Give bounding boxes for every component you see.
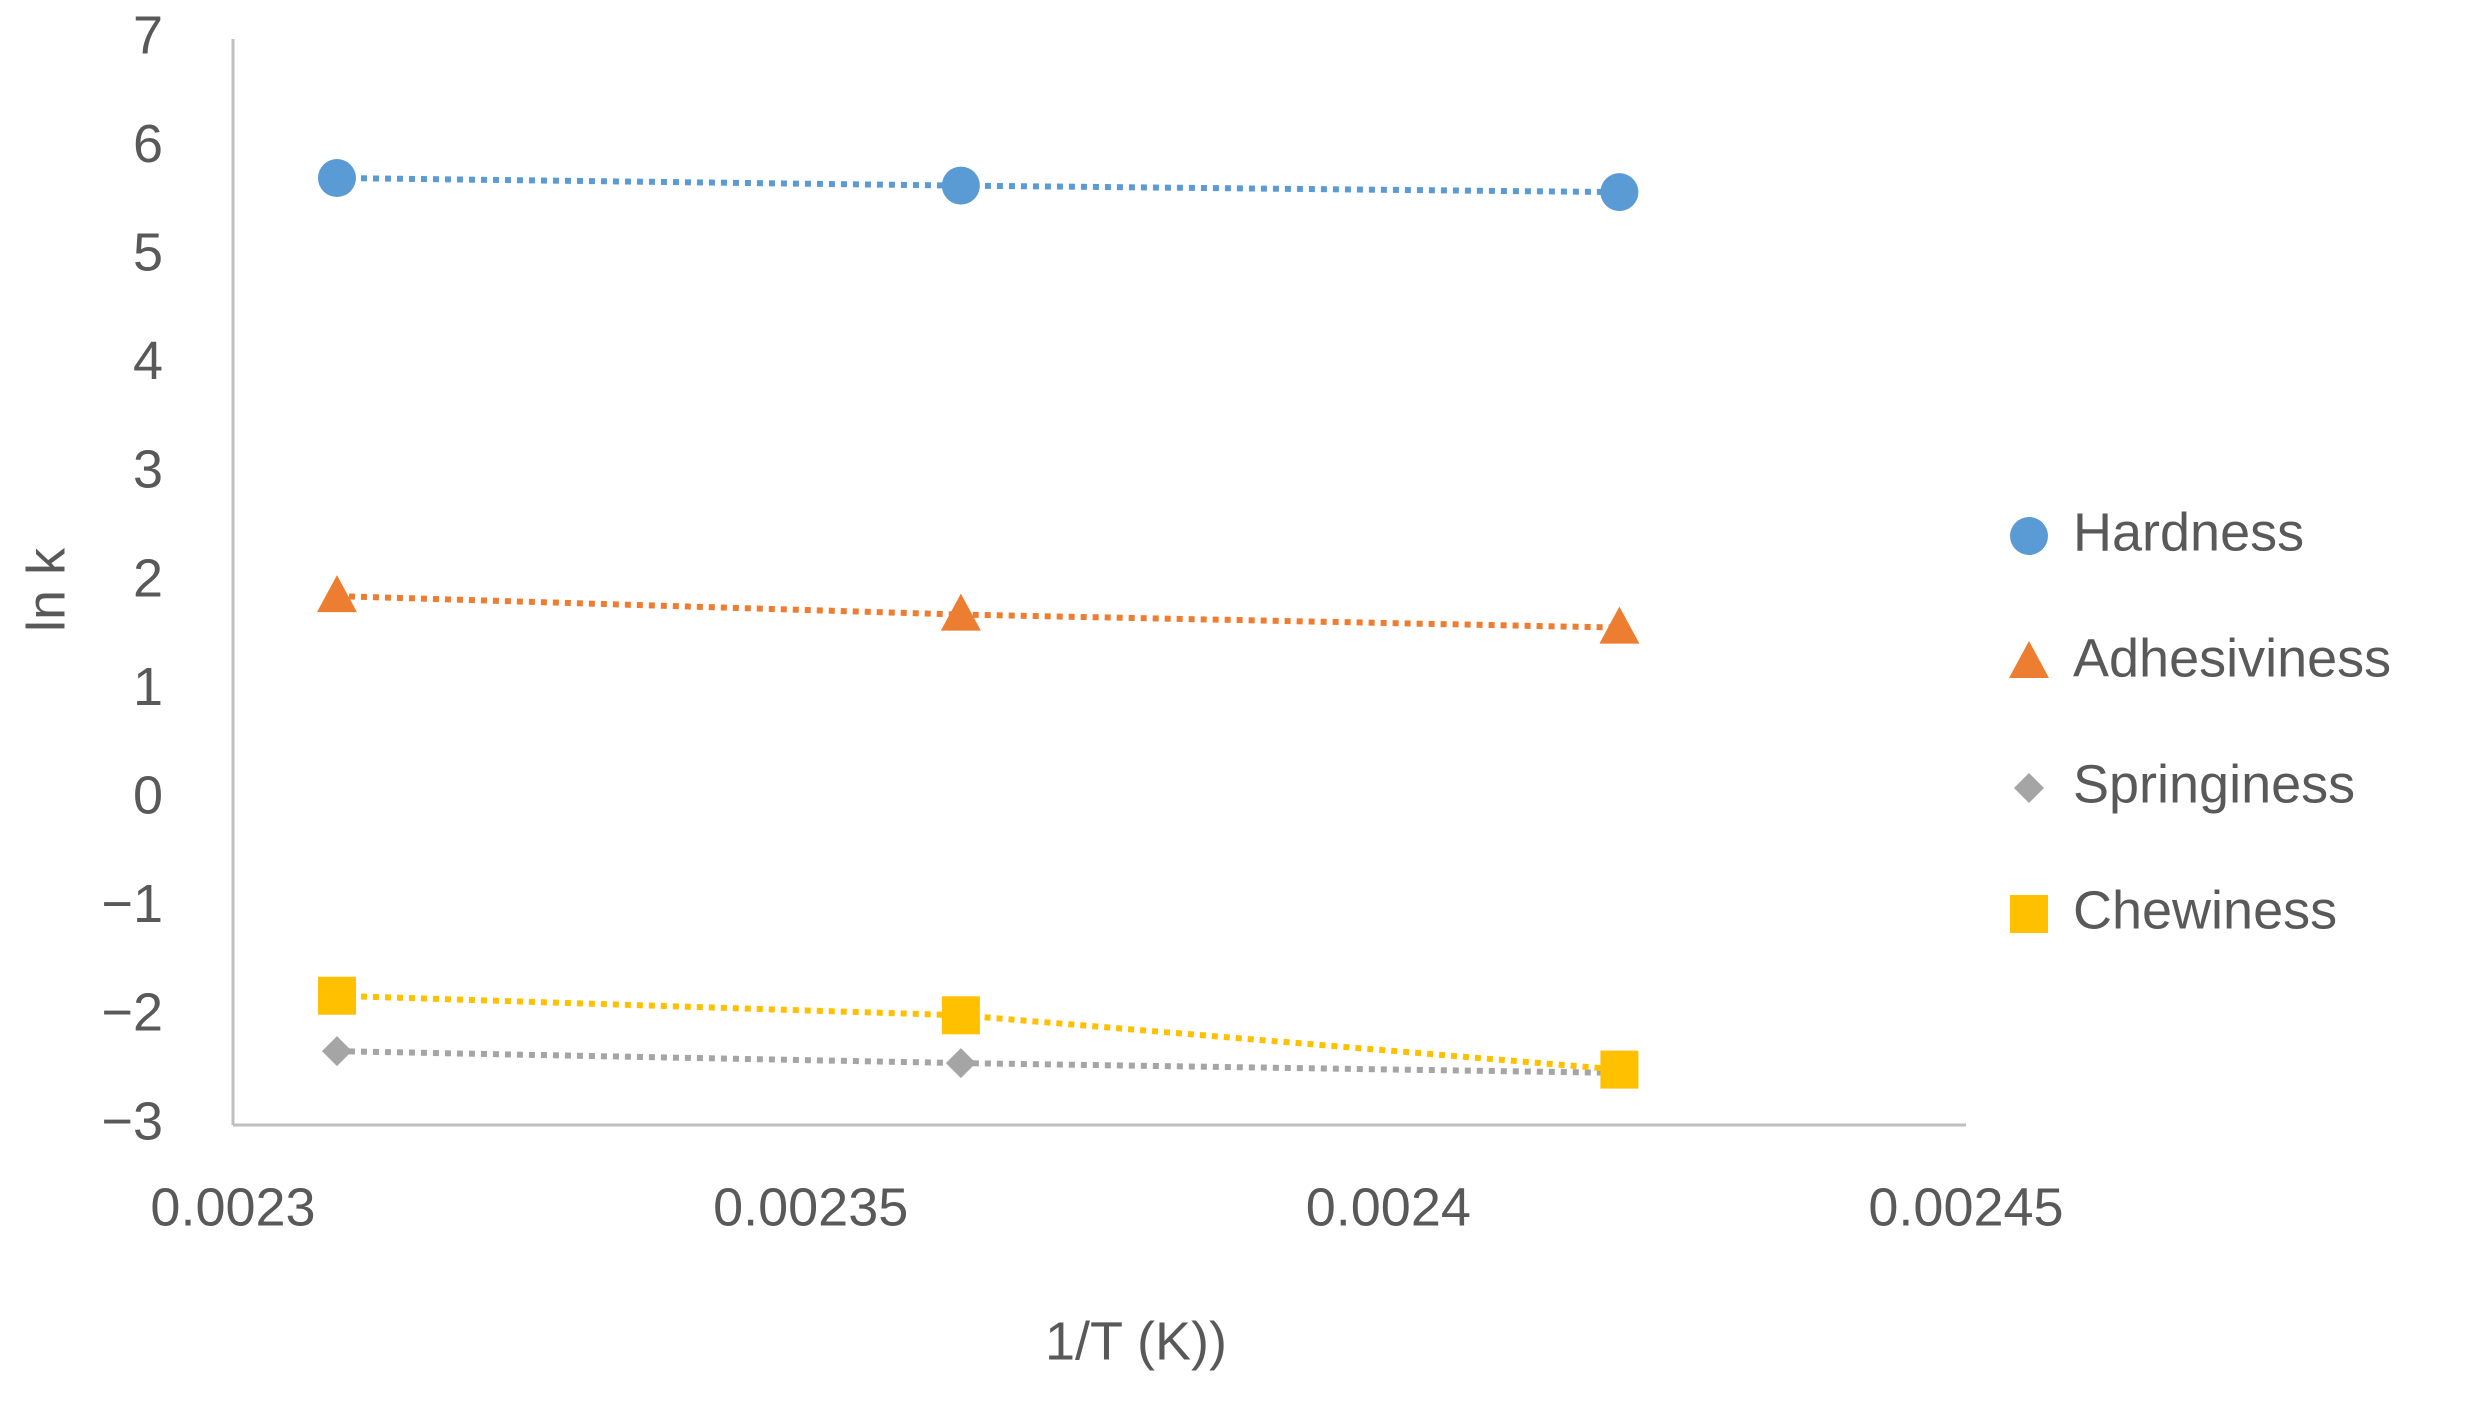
legend-marker (2014, 773, 2044, 803)
y-tick-label: −3 (101, 1091, 163, 1151)
legend-marker (2010, 517, 2048, 555)
y-tick-label: 0 (133, 765, 163, 825)
data-point (1599, 606, 1640, 644)
data-point (1600, 1050, 1639, 1089)
data-point (941, 166, 980, 205)
data-point (316, 575, 357, 613)
data-point (1600, 173, 1639, 212)
y-tick-label: 4 (133, 331, 163, 391)
x-tick-label: 0.00235 (713, 1177, 908, 1237)
y-tick-label: −1 (101, 874, 163, 934)
x-tick-label: 0.0023 (150, 1177, 315, 1237)
trend-line (336, 175, 1620, 196)
y-tick-label: −2 (101, 983, 163, 1043)
data-point (317, 159, 356, 198)
y-tick-label: 2 (133, 548, 163, 608)
legend-label: Springiness (2073, 754, 2355, 814)
data-point (317, 976, 356, 1015)
x-axis-label: 1/T (K)) (1045, 1311, 1227, 1371)
y-tick-label: 1 (133, 657, 163, 717)
x-tick-label: 0.0024 (1306, 1177, 1471, 1237)
x-tick-label: 0.00245 (1868, 1177, 2063, 1237)
data-point (945, 1048, 976, 1079)
legend-marker (2009, 641, 2049, 678)
legend-label: Hardness (2073, 502, 2304, 562)
legend-label: Adhesiviness (2073, 628, 2391, 688)
data-point (321, 1036, 352, 1067)
data-point (941, 996, 980, 1035)
data-point (940, 593, 981, 631)
y-axis-label: ln k (16, 547, 76, 632)
legend-marker (2010, 895, 2048, 933)
legend-label: Chewiness (2073, 880, 2337, 940)
y-tick-label: 6 (133, 114, 163, 174)
y-tick-label: 5 (133, 222, 163, 282)
y-tick-label: 7 (133, 5, 163, 65)
trend-line (336, 1048, 1620, 1076)
y-tick-label: 3 (133, 440, 163, 500)
